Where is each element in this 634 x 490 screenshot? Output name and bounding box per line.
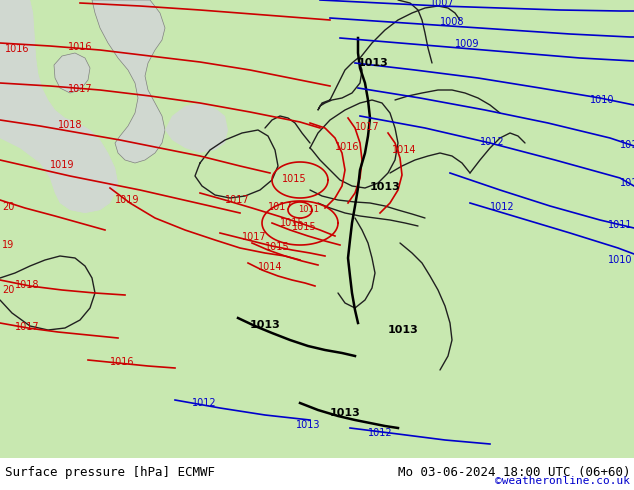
Text: 1010: 1010	[608, 255, 633, 265]
Text: 1011: 1011	[608, 220, 633, 230]
Polygon shape	[92, 0, 165, 163]
Text: 1018: 1018	[58, 120, 82, 130]
Text: 1011: 1011	[298, 205, 319, 214]
Text: 1013: 1013	[296, 420, 321, 430]
Text: 1015: 1015	[280, 218, 304, 228]
Text: 1017: 1017	[225, 195, 250, 205]
Text: 1013: 1013	[370, 182, 401, 192]
Text: 1017: 1017	[68, 84, 93, 94]
Text: 1017: 1017	[268, 202, 293, 212]
Polygon shape	[0, 258, 634, 458]
Text: 20: 20	[2, 202, 15, 212]
Text: 1012: 1012	[192, 398, 217, 408]
Text: 19: 19	[2, 240, 14, 250]
Text: 1012: 1012	[480, 137, 505, 147]
Text: 1019: 1019	[115, 195, 139, 205]
Text: 1016: 1016	[68, 42, 93, 52]
Text: 1013: 1013	[358, 58, 389, 68]
Text: Mo 03-06-2024 18:00 UTC (06+60): Mo 03-06-2024 18:00 UTC (06+60)	[398, 466, 630, 479]
Polygon shape	[54, 53, 90, 93]
Text: 1008: 1008	[440, 17, 465, 27]
Text: 1012: 1012	[368, 428, 392, 438]
Text: Surface pressure [hPa] ECMWF: Surface pressure [hPa] ECMWF	[5, 466, 215, 479]
Text: 1019: 1019	[50, 160, 75, 170]
Text: 1015: 1015	[265, 242, 290, 252]
Text: 1012: 1012	[490, 202, 515, 212]
Text: 1009: 1009	[455, 39, 479, 49]
Text: 1013: 1013	[388, 325, 418, 335]
Text: 1015: 1015	[282, 174, 307, 184]
Text: 1016: 1016	[110, 357, 134, 367]
Text: 1014: 1014	[392, 145, 417, 155]
Polygon shape	[165, 103, 228, 153]
Text: 1007: 1007	[430, 0, 455, 8]
Text: 1018: 1018	[15, 280, 39, 290]
Text: 1013: 1013	[330, 408, 361, 418]
Text: 1016: 1016	[5, 44, 30, 54]
Text: 1010: 1010	[590, 95, 614, 105]
Polygon shape	[0, 0, 118, 213]
Polygon shape	[0, 0, 634, 458]
Text: 20: 20	[2, 285, 15, 295]
Text: 1013: 1013	[250, 320, 281, 330]
Polygon shape	[0, 0, 634, 458]
Text: 1017: 1017	[355, 122, 380, 132]
Text: 1012: 1012	[620, 178, 634, 188]
Text: 1011: 1011	[620, 140, 634, 150]
Polygon shape	[0, 0, 118, 213]
Text: 1016: 1016	[335, 142, 359, 152]
Text: 1014: 1014	[258, 262, 283, 272]
Text: ©weatheronline.co.uk: ©weatheronline.co.uk	[495, 476, 630, 486]
Text: 1017: 1017	[15, 322, 39, 332]
Text: 1017: 1017	[242, 232, 267, 242]
Text: 1015: 1015	[292, 222, 316, 232]
